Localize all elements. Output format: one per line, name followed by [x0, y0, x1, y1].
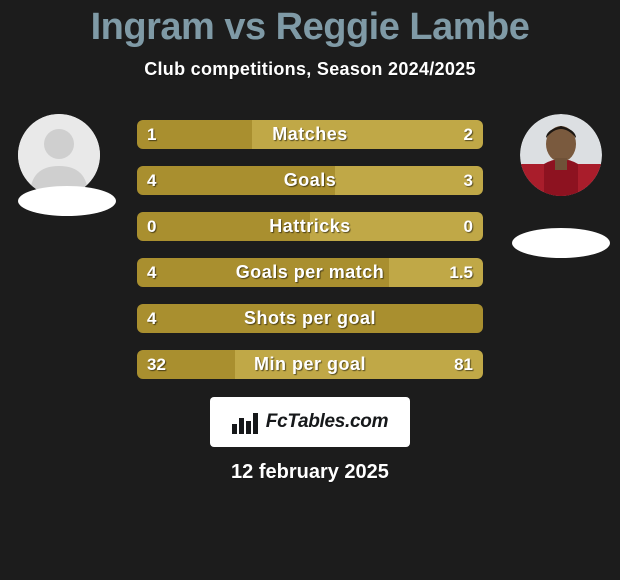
- brand-text: FcTables.com: [266, 411, 388, 433]
- comparison-infographic: Ingram vs Reggie Lambe Club competitions…: [0, 0, 620, 580]
- stat-bar: Goals43: [137, 166, 483, 195]
- stat-bar-segment-right: [252, 120, 483, 149]
- stat-bar: Goals per match41.5: [137, 258, 483, 287]
- comparison-stage: Matches12 Goals43 Hattricks00 Goals per mat…: [0, 120, 620, 379]
- player-right-flag: [512, 228, 610, 258]
- stat-bar-segment-left: [137, 350, 235, 379]
- stat-bar-segment-left: [137, 304, 483, 333]
- page-subtitle: Club competitions, Season 2024/2025: [0, 59, 620, 80]
- avatar-placeholder-icon: [18, 114, 100, 196]
- avatar-photo-icon: [520, 114, 602, 196]
- stat-bar: Matches12: [137, 120, 483, 149]
- bars-logo-icon: [232, 410, 260, 434]
- player-left-flag: [18, 186, 116, 216]
- stat-bar-segment-left: [137, 212, 310, 241]
- stat-bar-segment-right: [389, 258, 483, 287]
- stat-bar-segment-right: [235, 350, 483, 379]
- stat-bar: Min per goal3281: [137, 350, 483, 379]
- stat-bar: Hattricks00: [137, 212, 483, 241]
- brand-badge[interactable]: FcTables.com: [210, 397, 410, 447]
- player-left-avatar: [18, 114, 100, 196]
- stat-bar: Shots per goal4: [137, 304, 483, 333]
- page-title: Ingram vs Reggie Lambe: [0, 0, 620, 49]
- stat-bar-segment-left: [137, 258, 389, 287]
- player-right-avatar: [520, 114, 602, 196]
- footer-date: 12 february 2025: [0, 461, 620, 484]
- stat-bar-segment-left: [137, 120, 252, 149]
- stat-bars: Matches12 Goals43 Hattricks00 Goals per mat…: [137, 120, 483, 379]
- stat-bar-segment-right: [335, 166, 483, 195]
- stat-bar-segment-left: [137, 166, 335, 195]
- stat-bar-segment-right: [310, 212, 483, 241]
